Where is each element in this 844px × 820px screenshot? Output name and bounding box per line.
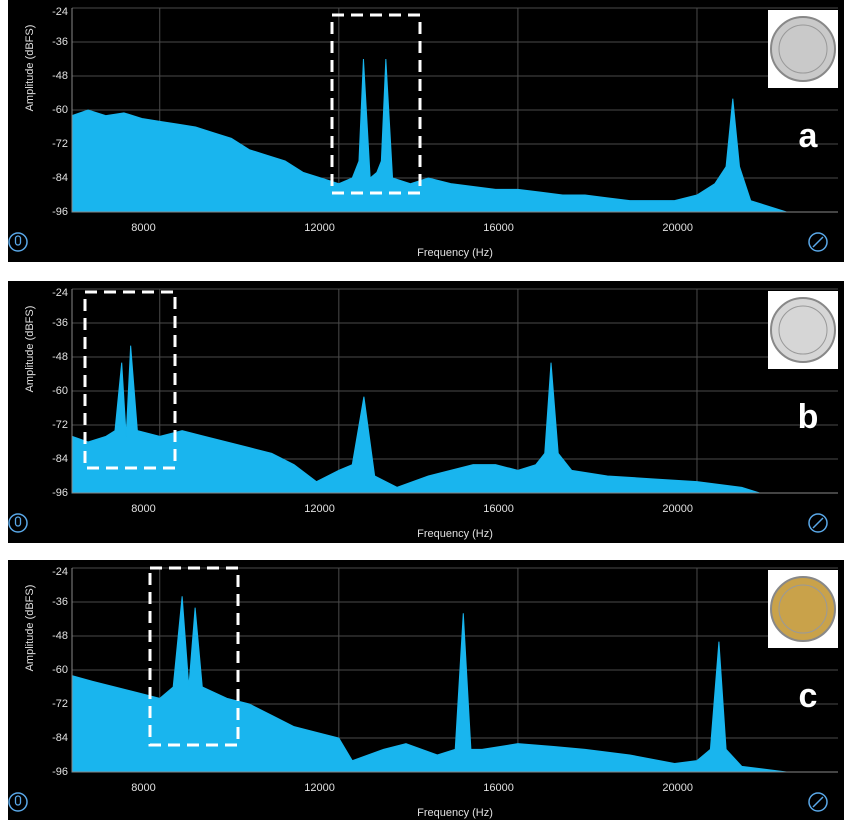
y-tick-label: -24	[52, 566, 68, 578]
spectrum-area	[71, 596, 838, 773]
mic-icon	[14, 235, 22, 246]
x-tick-label: 8000	[131, 782, 155, 794]
spectrum-area	[71, 345, 838, 494]
y-tick-label: -48	[52, 351, 68, 363]
y-tick-label: -36	[52, 36, 68, 48]
spectrum-panel: -24 -36 -48 -60 -72 -84 -96 8000 12000 16000 20000…	[8, 0, 844, 262]
y-tick-label: -96	[52, 766, 68, 778]
panel-background	[8, 560, 844, 820]
spectrum-panel: -24 -36 -48 -60 -72 -84 -96 8000 12000 16000 20000…	[8, 281, 844, 543]
y-tick-label: -48	[52, 630, 68, 642]
highlight-box	[330, 13, 422, 195]
coin-inner	[778, 584, 828, 634]
y-tick-label: -72	[52, 419, 68, 431]
highlight-box	[148, 566, 240, 747]
y-tick-label: -48	[52, 70, 68, 82]
panel-letter: c	[799, 677, 818, 715]
y-tick-label: -36	[52, 596, 68, 608]
panel-letter: b	[798, 398, 819, 436]
y-tick-label: -60	[52, 385, 68, 397]
y-axis-title: Amplitude (dBFS)	[24, 585, 36, 672]
mic-button	[8, 513, 28, 533]
x-tick-label: 20000	[662, 782, 693, 794]
x-tick-label: 16000	[483, 503, 514, 515]
highlight-box	[83, 290, 177, 470]
y-tick-label: -96	[52, 487, 68, 499]
y-tick-label: -84	[52, 172, 68, 184]
y-tick-label: -24	[52, 6, 68, 18]
spectrum-panel: -24 -36 -48 -60 -72 -84 -96 8000 12000 16000 20000…	[8, 560, 844, 820]
coin-inner	[778, 24, 828, 74]
x-tick-label: 16000	[483, 222, 514, 234]
y-tick-label: -72	[52, 698, 68, 710]
mic-icon	[14, 516, 22, 527]
y-axis-title: Amplitude (dBFS)	[24, 25, 36, 112]
panel-background	[8, 281, 844, 543]
y-tick-label: -72	[52, 138, 68, 150]
x-tick-label: 12000	[304, 222, 335, 234]
coin	[770, 16, 836, 82]
expand-icon	[812, 236, 824, 248]
expand-button	[808, 232, 828, 252]
y-tick-label: -24	[52, 287, 68, 299]
expand-button	[808, 792, 828, 812]
y-tick-label: -84	[52, 732, 68, 744]
x-tick-label: 20000	[662, 503, 693, 515]
x-tick-label: 16000	[483, 782, 514, 794]
y-tick-label: -36	[52, 317, 68, 329]
x-tick-label: 8000	[131, 222, 155, 234]
x-tick-label: 20000	[662, 222, 693, 234]
x-axis-title: Frequency (Hz)	[417, 807, 493, 819]
x-axis-title: Frequency (Hz)	[417, 247, 493, 259]
y-tick-label: -96	[52, 206, 68, 218]
x-tick-label: 8000	[131, 503, 155, 515]
panel-letter: a	[799, 117, 819, 155]
x-axis-title: Frequency (Hz)	[417, 528, 493, 540]
coin	[770, 297, 836, 363]
mic-button	[8, 792, 28, 812]
coin-inner	[778, 305, 828, 355]
expand-button	[808, 513, 828, 533]
spectrum-area	[71, 58, 838, 213]
expand-icon	[812, 517, 824, 529]
expand-icon	[812, 796, 824, 808]
x-tick-label: 12000	[304, 503, 335, 515]
x-tick-label: 12000	[304, 782, 335, 794]
coin	[770, 576, 836, 642]
y-tick-label: -84	[52, 453, 68, 465]
y-tick-label: -60	[52, 664, 68, 676]
y-axis-title: Amplitude (dBFS)	[24, 306, 36, 393]
mic-icon	[14, 795, 22, 806]
mic-button	[8, 232, 28, 252]
y-tick-label: -60	[52, 104, 68, 116]
